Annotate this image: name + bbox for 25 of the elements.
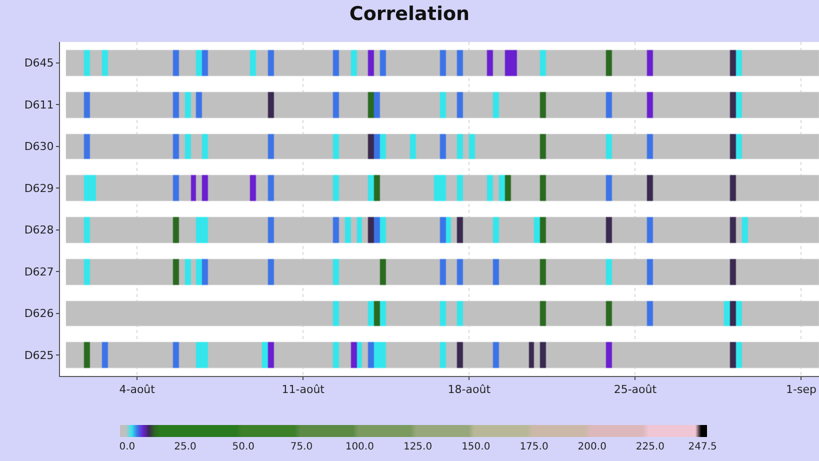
- color-bar-label: 50.0: [232, 442, 255, 452]
- color-bar-label: 200.0: [578, 442, 606, 452]
- color-bar-label: 0.0: [119, 442, 136, 452]
- color-bar-label: 150.0: [462, 442, 490, 452]
- color-bar-label: 175.0: [520, 442, 548, 452]
- x-tick-label: 18-août: [448, 383, 492, 396]
- y-tick-label: D626: [24, 307, 54, 320]
- x-tick-label: 11-août: [282, 383, 326, 396]
- y-tick-label: D627: [24, 265, 54, 278]
- chart-title: Correlation: [349, 3, 470, 26]
- x-tick-label: 25-août: [614, 383, 658, 396]
- y-tick-label: D629: [24, 182, 54, 195]
- y-tick-label: D625: [24, 348, 54, 362]
- y-tick-label: D628: [24, 224, 54, 237]
- y-tick-label: D630: [24, 140, 54, 154]
- color-bar-label: 225.0: [636, 442, 665, 452]
- color-bar-label: 247.5: [688, 442, 717, 452]
- color-bar-label: 25.0: [174, 442, 196, 452]
- x-tick-label: 4-août: [119, 383, 156, 396]
- color-bar-label: 125.0: [403, 442, 432, 452]
- y-tick-label: D611: [24, 98, 54, 112]
- color-bar-label: 75.0: [290, 442, 313, 452]
- color-bar-label: 100.0: [345, 442, 374, 452]
- y-tick-label: D645: [24, 56, 54, 70]
- x-tick-label: 1-sep: [786, 383, 816, 396]
